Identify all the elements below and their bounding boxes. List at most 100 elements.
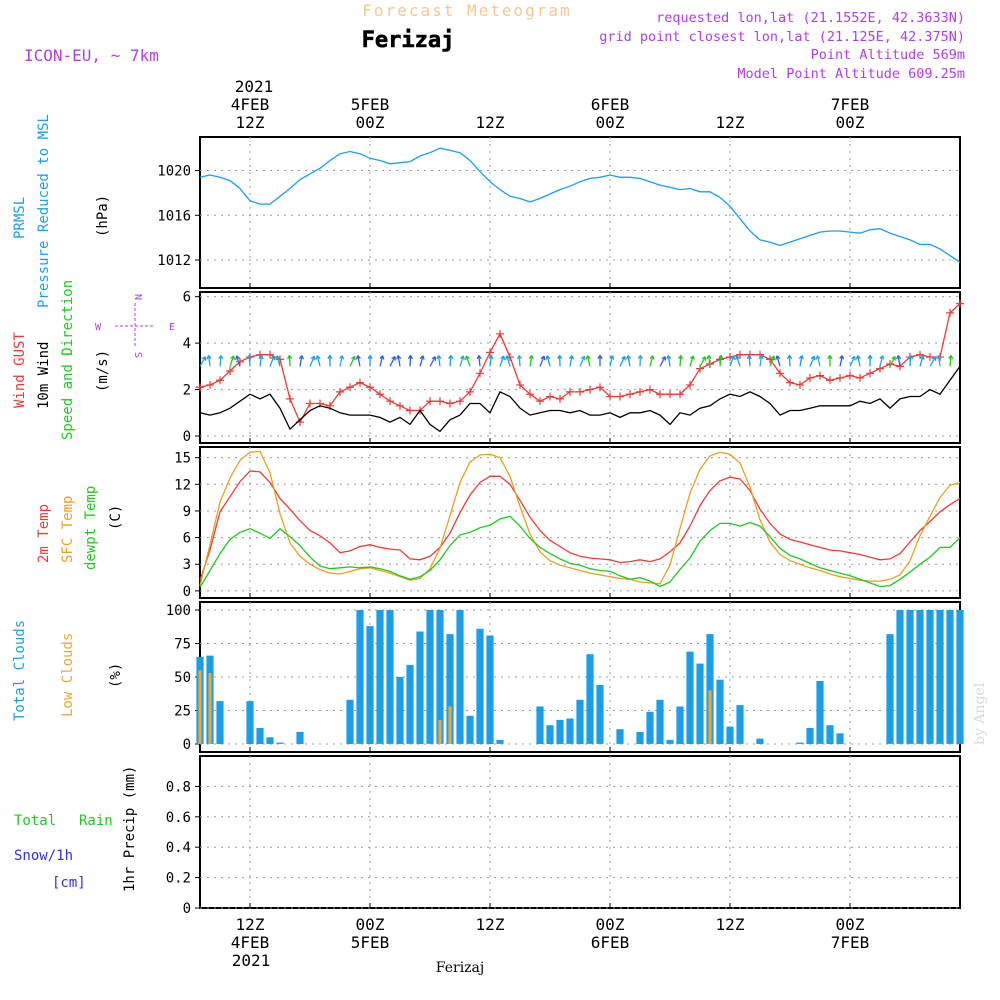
pressure-frame [199, 136, 961, 289]
gust-point-marker [676, 390, 684, 399]
total-clouds-bar [356, 610, 364, 744]
gust-point-marker [536, 397, 544, 406]
total-clouds-bar [486, 635, 494, 744]
gust-point-marker [546, 392, 554, 401]
temperature-panel: 0 3 6 9 12 15 [174, 446, 961, 600]
wind-direction-arrow [389, 356, 396, 367]
wind-direction-arrow [309, 355, 315, 367]
wind-direction-arrowhead [230, 355, 236, 360]
total-clouds-bar [346, 699, 354, 744]
bottom-hour-label: 00Z [836, 915, 865, 934]
gust-point-marker [376, 390, 384, 399]
gust-point-marker [366, 383, 374, 392]
model-altitude: Model Point Altitude 609.25m [737, 66, 965, 82]
wind-direction-arrowhead [379, 355, 385, 360]
wind-direction-arrow [199, 356, 207, 367]
wind-direction-arrowhead [919, 355, 925, 360]
wind-direction-arrowhead [855, 355, 861, 360]
wind-direction-arrow [659, 356, 666, 367]
top-hour-label: 12Z [476, 113, 505, 132]
top-date-label: 7FEB [831, 95, 870, 114]
temp-unit: (C) [108, 505, 124, 530]
wind-direction-arrow [357, 355, 361, 367]
watermark: by Angel [972, 682, 988, 745]
wind-direction-arrowhead [815, 355, 821, 360]
wind-direction-arrow [748, 355, 751, 367]
wind-direction-arrow [518, 355, 521, 367]
wind-direction-arrowhead [286, 354, 293, 360]
temperature-series-sfc-temp [199, 450, 961, 586]
wind-direction-arrowhead [758, 355, 764, 360]
wind-direction-arrowhead [557, 354, 563, 360]
wind-direction-arrowhead [907, 354, 914, 360]
wind-direction-arrowhead [459, 355, 465, 360]
total-clouds-bar [566, 718, 574, 744]
bottom-date-label: 4FEB [231, 933, 270, 952]
wind-direction-arrow [937, 355, 941, 367]
top-hour-label: 00Z [836, 113, 865, 132]
gust-point-marker [286, 394, 294, 403]
model-label: ICON-EU, ~ 7km [24, 46, 159, 65]
wind-direction-arrowhead [839, 355, 845, 360]
total-clouds-bar [956, 610, 964, 744]
top-hour-label: 00Z [596, 113, 625, 132]
wind-direction-arrowhead [597, 355, 603, 360]
gust-point-marker [406, 406, 414, 415]
temperature-ytick-label: 9 [183, 504, 191, 520]
wind-direction-arrow [478, 355, 481, 367]
wind-direction-arrowhead [448, 354, 454, 360]
total-clouds-bar [596, 685, 604, 744]
wind-direction-arrowhead [545, 355, 551, 360]
wind-direction-arrowhead [258, 355, 264, 360]
wind-unit: (m/s) [95, 350, 111, 392]
temperature-ytick-label: 12 [174, 477, 191, 493]
precip-ytick-label: 0.6 [166, 810, 191, 826]
wind-direction-arrow [776, 355, 781, 367]
total-clouds-bar [936, 610, 944, 744]
wind-direction-arrow [419, 355, 424, 367]
clouds-panel: 0 25 50 75 100 [166, 601, 964, 753]
gust-point-marker [336, 387, 344, 396]
clouds-unit: (%) [108, 663, 124, 688]
total-clouds-bar [576, 699, 584, 744]
total-clouds-bar [686, 651, 694, 744]
total-clouds-bar [836, 733, 844, 744]
total-clouds-bar [706, 634, 714, 744]
total-clouds-bar [646, 711, 654, 744]
wind-direction-arrow [379, 355, 384, 367]
total-clouds-bar [676, 706, 684, 744]
wind-direction-arrow [316, 355, 321, 367]
pressure-series-line [199, 147, 961, 263]
wind-direction-arrowhead [689, 355, 695, 360]
precip-ytick-label: 0.8 [166, 779, 191, 795]
wind-direction-arrow [719, 355, 722, 367]
wind-direction-arrowhead [891, 355, 896, 361]
gust-point-marker [656, 390, 664, 399]
wind-direction-arrow [649, 355, 654, 367]
total-clouds-bar [826, 725, 834, 744]
gust-point-marker [686, 380, 694, 389]
wind-direction-arrow [857, 355, 861, 367]
total-clouds-bar [416, 631, 424, 744]
compass-n: N [132, 294, 143, 300]
wind-direction-arrowhead [746, 354, 752, 360]
precip-ytick-label: 0.4 [166, 840, 191, 856]
low-clouds-bar [438, 719, 442, 744]
wind-direction-arrow [546, 355, 551, 367]
total-clouds-bar [726, 726, 734, 744]
wind-direction-arrowhead [798, 355, 804, 360]
wind-direction-arrow [769, 355, 775, 367]
wind-direction-arrow [897, 355, 901, 367]
wind-direction-arrow [465, 355, 471, 367]
temperature-ytick-label: 0 [183, 584, 191, 600]
top-hour-label: 12Z [236, 113, 265, 132]
gust-point-marker [646, 385, 654, 394]
gust-point-marker [476, 369, 484, 378]
gust-point-marker [796, 380, 804, 389]
pressure-ytick-label: 1016 [157, 208, 191, 224]
wind-direction-arrow [409, 355, 412, 367]
wind-direction-arrow [788, 355, 791, 367]
wind-direction-arrow [299, 355, 303, 367]
